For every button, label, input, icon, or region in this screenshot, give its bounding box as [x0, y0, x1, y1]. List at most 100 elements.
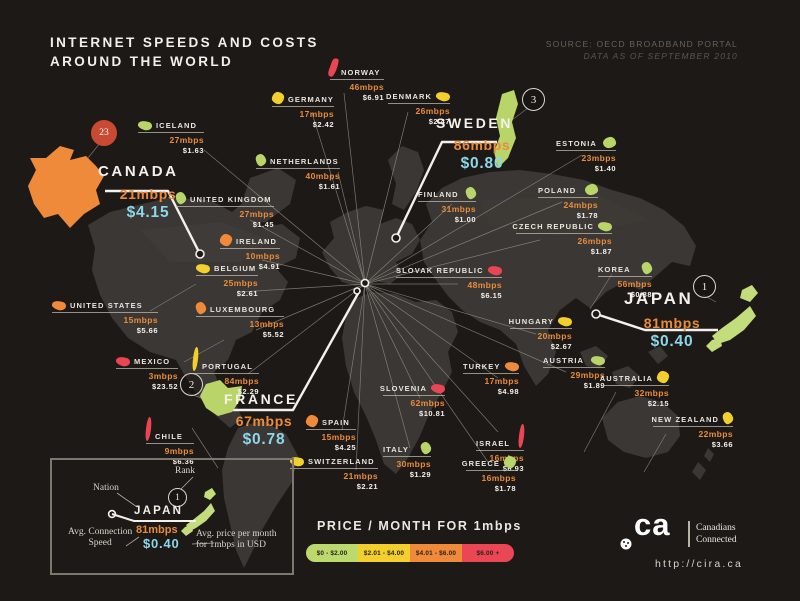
norway-price: $6.91 — [362, 93, 384, 102]
hungary-map-icon — [556, 315, 574, 328]
czech-republic-name: CZECH REPUBLIC — [512, 222, 594, 231]
country-label-mexico: MEXICO 3mbps $23.52 — [114, 355, 178, 391]
country-label-ireland: IRELAND 10mbps $4.91 — [219, 233, 280, 271]
new-zealand-price: $3.66 — [711, 440, 733, 449]
keybox-example-speed: 81mbps — [136, 524, 178, 536]
norway-map-icon — [326, 57, 341, 78]
united-kingdom-speed: 27mbps — [239, 209, 274, 219]
australia-price: $2.15 — [647, 399, 669, 408]
greece-speed: 16mbps — [481, 473, 516, 483]
finland-price: $1.00 — [454, 215, 476, 224]
country-label-united-states: UNITED STATES 15mbps $5.66 — [50, 299, 158, 335]
japan-price: $0.40 — [650, 333, 694, 350]
austria-speed: 29mbps — [570, 370, 605, 380]
italy-map-icon — [419, 440, 433, 456]
italy-name: ITALY — [383, 445, 409, 454]
norway-name: NORWAY — [341, 68, 381, 77]
new-zealand-map-icon — [721, 410, 735, 426]
country-label-netherlands: NETHERLANDS 40mbps $1.61 — [254, 152, 340, 191]
footer-url[interactable]: http://cira.ca — [655, 558, 743, 570]
australia-name: AUSTRALIA — [599, 374, 653, 383]
sweden-rank-badge: 3 — [522, 88, 545, 111]
canada-price: $4.15 — [126, 204, 170, 221]
mexico-price: $23.52 — [152, 382, 178, 391]
spain-speed: 15mbps — [321, 432, 356, 442]
connector-lines — [87, 92, 717, 473]
country-label-belgium: BELGIUM 25mbps $2.61 — [194, 262, 258, 298]
country-label-greece: GREECE 16mbps $1.78 — [462, 455, 517, 493]
estonia-name: ESTONIA — [556, 139, 597, 148]
japan-name: JAPAN — [624, 289, 694, 308]
country-label-united-kingdom: UNITED KINGDOM 27mbps $1.45 — [174, 190, 274, 229]
portugal-speed: 84mbps — [224, 376, 259, 386]
united-kingdom-map-icon — [174, 190, 188, 206]
poland-map-icon — [584, 183, 599, 196]
legend-tier-0: $0 - $2.00 — [306, 544, 358, 562]
turkey-name: TURKEY — [463, 362, 501, 371]
iceland-map-icon — [136, 119, 154, 132]
czech-republic-map-icon — [596, 220, 614, 233]
country-label-italy: ITALY 30mbps $1.29 — [383, 440, 433, 479]
czech-republic-price: $1.87 — [590, 247, 612, 256]
switzerland-speed: 21mbps — [343, 471, 378, 481]
hungary-name: HUNGARY — [508, 317, 554, 326]
germany-map-icon — [271, 91, 285, 105]
korea-speed: 56mbps — [617, 279, 652, 289]
turkey-speed: 17mbps — [484, 376, 519, 386]
israel-map-icon — [517, 423, 526, 449]
netherlands-speed: 40mbps — [305, 171, 340, 181]
finland-map-icon — [464, 185, 478, 201]
title-line-2: AROUND THE WORLD — [50, 54, 234, 69]
france-map-icon — [200, 380, 242, 416]
legend-tier-1: $2.01 - $4.00 — [358, 544, 410, 562]
turkey-price: $4.98 — [497, 387, 519, 396]
norway-speed: 46mbps — [349, 82, 384, 92]
ireland-price: $4.91 — [258, 262, 280, 271]
country-label-slovenia: SLOVENIA 62mbps $10.81 — [380, 382, 447, 418]
japan-speed: 81mbps — [643, 315, 701, 331]
price-legend-title: PRICE / MONTH FOR 1mbps — [317, 519, 522, 533]
turkey-map-icon — [503, 360, 521, 373]
mexico-map-icon — [114, 355, 132, 368]
country-label-slovak-republic: SLOVAK REPUBLIC 48mbps $6.15 — [396, 264, 504, 300]
country-label-norway: NORWAY 46mbps $6.91 — [326, 57, 384, 102]
estonia-speed: 23mbps — [581, 153, 616, 163]
iceland-speed: 27mbps — [169, 135, 204, 145]
denmark-price: $2.47 — [428, 117, 450, 126]
country-label-sweden: SWEDEN 86mbps $0.80 — [436, 115, 528, 173]
korea-price: $0.88 — [630, 290, 652, 299]
france-speed: 67mbps — [235, 413, 293, 429]
country-label-portugal: PORTUGAL 84mbps $2.29 — [191, 346, 259, 396]
denmark-speed: 26mbps — [415, 106, 450, 116]
united-kingdom-name: UNITED KINGDOM — [190, 195, 272, 204]
austria-price: $1.89 — [583, 381, 605, 390]
country-label-germany: GERMANY 17mbps $2.42 — [271, 91, 334, 129]
keybox-rank-label: Rank — [175, 466, 196, 476]
keybox-price-label: Avg. price per month for 1mbps in USD — [196, 529, 277, 550]
source-line-1: SOURCE: OECD BROADBAND PORTAL — [545, 39, 738, 49]
canada-map-icon — [28, 146, 104, 228]
slovak-republic-map-icon — [486, 264, 504, 277]
poland-price: $1.78 — [576, 211, 598, 220]
sweden-speed: 86mbps — [453, 137, 511, 153]
czech-republic-speed: 26mbps — [577, 236, 612, 246]
austria-name: AUSTRIA — [543, 356, 585, 365]
netherlands-price: $1.61 — [318, 182, 340, 191]
country-label-australia: AUSTRALIA 32mbps $2.15 — [599, 370, 670, 408]
belgium-map-icon — [194, 262, 212, 275]
source-line-2: DATA AS OF SEPTEMBER 2010 — [583, 51, 738, 61]
greece-price: $1.78 — [494, 484, 516, 493]
sweden-price: $0.80 — [460, 155, 504, 172]
ireland-speed: 10mbps — [245, 251, 280, 261]
country-label-chile: CHILE 9mbps $6.36 — [144, 416, 194, 466]
chile-name: CHILE — [155, 432, 183, 441]
switzerland-name: SWITZERLAND — [308, 457, 375, 466]
country-label-turkey: TURKEY 17mbps $4.98 — [463, 360, 521, 396]
country-label-hungary: HUNGARY 20mbps $2.67 — [508, 315, 574, 351]
title-line-1: INTERNET SPEEDS AND COSTS — [50, 35, 319, 50]
sweden-name: SWEDEN — [436, 115, 514, 131]
japan-map-icon — [706, 285, 758, 352]
slovenia-map-icon — [429, 382, 447, 395]
legend-tier-3: $6.00 + — [462, 544, 514, 562]
